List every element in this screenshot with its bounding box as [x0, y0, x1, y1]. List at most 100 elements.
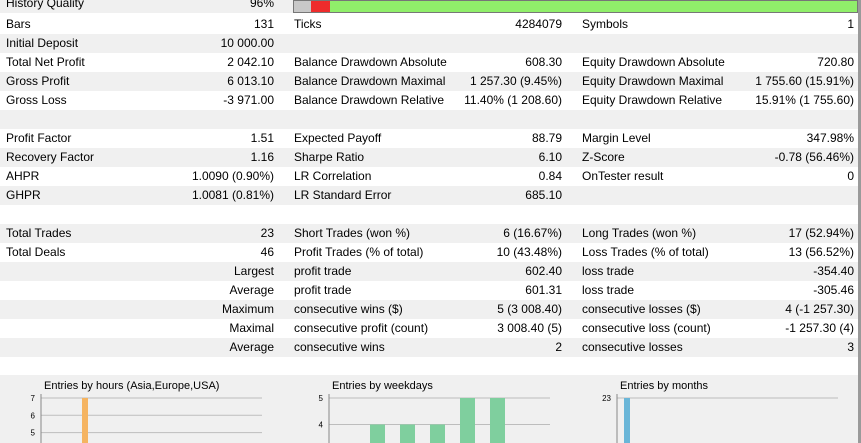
stat-label: AHPR [6, 169, 40, 183]
stats-row: Recovery Factor 1.16 Sharpe Ratio 6.10 Z-Sco… [0, 148, 858, 167]
stat-value: 6 013.10 [227, 74, 274, 88]
stats-row: Gross Loss -3 971.00 Balance Drawdown Rela… [0, 91, 858, 110]
trade-row: Average consecutive wins 2 consecutive loss… [0, 338, 858, 357]
stat-value: 4284079 [515, 17, 562, 31]
stat-label: Bars [6, 17, 31, 31]
loss-label: loss trade [582, 283, 635, 297]
history-quality-label: History Quality [6, 0, 85, 10]
stat-value [440, 34, 562, 53]
y-tick-label: 7 [31, 394, 36, 403]
stat-label: Balance Drawdown Absolute [294, 55, 447, 69]
y-tick-label: 4 [319, 420, 324, 429]
stats-row: Bars 131 Ticks 4284079 Symbols 1 [0, 15, 858, 34]
stat-label: Expected Payoff [294, 131, 382, 145]
stat-label: Total Deals [6, 245, 66, 259]
stat-label: Total Net Profit [6, 55, 85, 69]
profit-label: profit trade [294, 283, 352, 297]
stats-row: Profit Factor 1.51 Expected Payoff 88.79 Mar… [0, 129, 858, 148]
stat-value [150, 205, 274, 224]
stat-value [700, 110, 854, 129]
trade-row: Maximum consecutive wins ($) 5 (3 008.40) c… [0, 300, 858, 319]
stat-value: 88.79 [531, 131, 562, 145]
loss-value: 3 [847, 340, 854, 354]
stat-label: Gross Loss [6, 93, 67, 107]
stat-value: 2 042.10 [227, 55, 274, 69]
stat-label: Total Trades [6, 226, 72, 240]
stat-value: 1.0081 (0.81%) [191, 188, 274, 202]
profit-value: 601.31 [525, 283, 562, 297]
stat-value: 1 755.60 (15.91%) [755, 74, 854, 88]
chart-title: Entries by hours (Asia,Europe,USA) [44, 380, 220, 392]
bar [430, 424, 445, 443]
stat-value: 720.80 [817, 55, 854, 69]
loss-value: -1 257.30 (4) [785, 321, 854, 335]
stat-value: 1.51 [250, 131, 274, 145]
stat-value [440, 110, 562, 129]
chart-plot: 7 6 5 [31, 394, 262, 443]
y-tick-label: 5 [31, 429, 36, 438]
stat-value [700, 205, 854, 224]
stats-row: AHPR 1.0090 (0.90%) LR Correlation 0.84 OnTe… [0, 167, 858, 186]
stat-label: Margin Level [582, 131, 651, 145]
stat-value: 685.10 [525, 188, 562, 202]
stat-label: LR Standard Error [294, 188, 392, 202]
loss-value: -305.46 [813, 283, 854, 297]
bar [460, 398, 475, 443]
stat-value: 11.40% (1 208.60) [464, 93, 562, 107]
stat-value: 23 [260, 226, 274, 240]
stats-row: Total Deals 46 Profit Trades (% of total) 1… [0, 243, 858, 262]
trade-row: Maximal consecutive profit (count) 3 008.4… [0, 319, 858, 338]
stat-value: 10 000.00 [220, 36, 274, 50]
stat-label: Equity Drawdown Maximal [582, 74, 724, 88]
stat-value: 13 (56.52%) [788, 245, 854, 259]
profit-value: 5 (3 008.40) [497, 302, 562, 316]
stat-label: Ticks [294, 17, 322, 31]
stat-value: 131 [253, 17, 274, 31]
stat-label: LR Correlation [294, 169, 372, 183]
stat-label: Long Trades (won %) [582, 226, 697, 240]
bar [624, 398, 630, 443]
stat-value: 0.84 [538, 169, 562, 183]
profit-label: consecutive wins [294, 340, 385, 354]
loss-value: -354.40 [813, 264, 854, 278]
history-quality-bar [293, 0, 858, 13]
stat-value: 347.98% [806, 131, 854, 145]
stat-label: Balance Drawdown Maximal [294, 74, 446, 88]
stat-value: -0.78 (56.46%) [774, 150, 854, 164]
history-quality-value: 96% [249, 0, 274, 10]
stat-value: 1 257.30 (9.45%) [469, 74, 562, 88]
profit-value: 3 008.40 (5) [497, 321, 562, 335]
trade-group-label: Maximum [221, 302, 274, 316]
stat-label: Recovery Factor [6, 150, 95, 164]
stats-row [0, 110, 858, 129]
stat-label: Short Trades (won %) [294, 226, 411, 240]
stats-row: Initial Deposit 10 000.00 [0, 34, 858, 53]
trade-group-label: Average [229, 283, 274, 297]
chart-title: Entries by months [620, 380, 709, 392]
loss-label: consecutive losses [582, 340, 683, 354]
bar [490, 398, 505, 443]
bar [370, 424, 385, 443]
stat-label: GHPR [6, 188, 41, 202]
stat-value [440, 205, 562, 224]
stat-value: 608.30 [525, 55, 562, 69]
stat-value [150, 110, 274, 129]
stat-value: 46 [260, 245, 274, 259]
stat-label: Z-Score [582, 150, 625, 164]
stat-value [700, 186, 854, 205]
stat-label: Profit Factor [6, 131, 72, 145]
trade-group-label: Maximal [229, 321, 274, 335]
y-tick-label: 5 [319, 394, 324, 403]
profit-label: profit trade [294, 264, 352, 278]
chart-title: Entries by weekdays [332, 380, 433, 392]
stat-label: Balance Drawdown Relative [294, 93, 445, 107]
stat-value: 1.16 [250, 150, 274, 164]
stat-value: 1.0090 (0.90%) [191, 169, 274, 183]
stat-value: 6.10 [538, 150, 562, 164]
trade-group-label: Average [229, 340, 274, 354]
loss-label: consecutive losses ($) [582, 302, 701, 316]
stat-label: Initial Deposit [6, 36, 79, 50]
y-tick-label: 23 [602, 394, 611, 403]
history-quality-missing-segment [311, 1, 330, 12]
window-edge [858, 0, 861, 443]
